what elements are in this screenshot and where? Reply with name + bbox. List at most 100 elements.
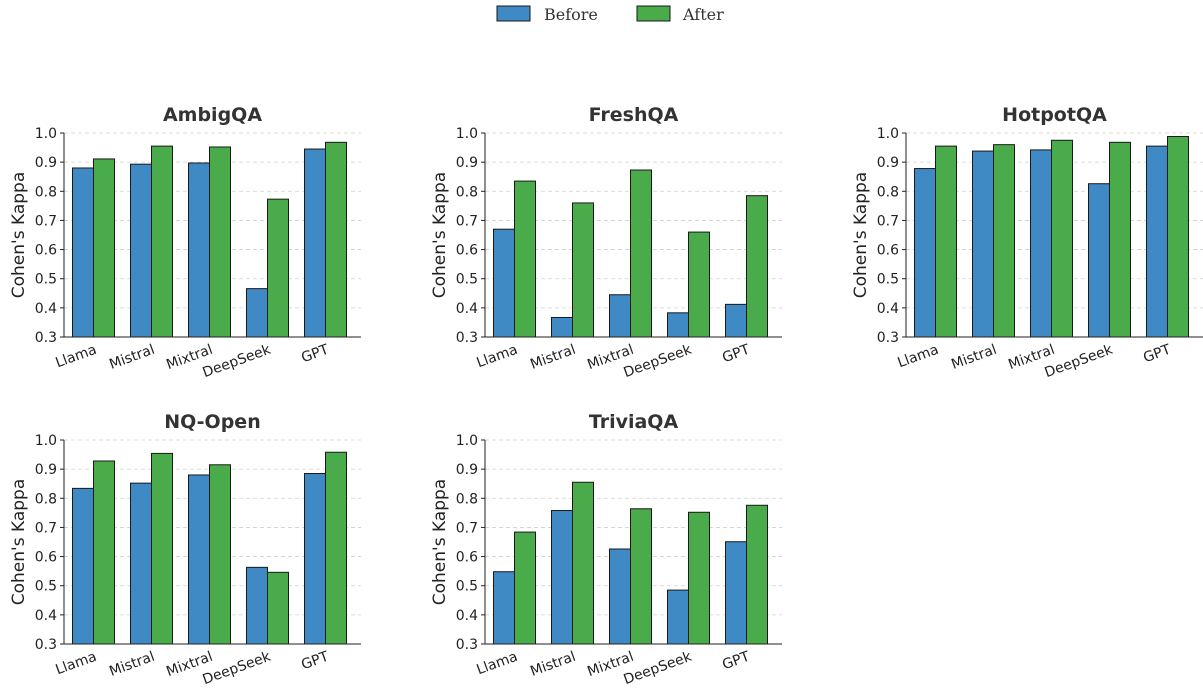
y-tick-label: 0.9 [35, 155, 57, 171]
x-tick-label: Llama [474, 649, 519, 679]
y-axis-label: Cohen's Kappa [9, 479, 29, 605]
y-tick-label: 0.3 [35, 330, 57, 346]
x-tick-label: GPT [299, 342, 331, 367]
y-tick-label: 0.3 [456, 330, 478, 346]
x-tick-label: GPT [1141, 342, 1173, 367]
bar-before-mistral [551, 316, 573, 338]
y-tick-label: 0.8 [456, 491, 478, 507]
bar-before-llama [72, 487, 94, 645]
bar-before-deepseek [667, 589, 689, 645]
bar-after-deepseek [1109, 141, 1131, 338]
y-tick-label: 0.4 [456, 608, 478, 624]
y-tick-label: 0.9 [877, 155, 899, 171]
y-tick-label: 0.4 [877, 301, 899, 317]
bar-before-mixtral [188, 474, 210, 645]
bar-after-llama [514, 531, 536, 645]
y-tick-label: 0.5 [877, 272, 899, 288]
bar-after-llama [514, 180, 536, 338]
y-tick-label: 0.7 [35, 213, 57, 229]
y-tick-label: 0.6 [35, 550, 57, 566]
x-tick-label: Mistral [528, 649, 578, 680]
bar-before-deepseek [246, 288, 268, 338]
bar-before-mixtral [609, 548, 631, 645]
legend-label-after: After [682, 5, 724, 24]
bar-after-gpt [325, 451, 347, 645]
bar-after-mistral [151, 145, 173, 338]
x-tick-label: GPT [720, 342, 752, 367]
bar-after-deepseek [688, 231, 710, 338]
bar-after-gpt [746, 195, 768, 338]
bar-before-llama [914, 168, 936, 338]
x-tick-label: Mistral [949, 342, 999, 373]
x-tick-label: Llama [895, 342, 940, 372]
x-tick-label: GPT [299, 649, 331, 674]
y-tick-label: 1.0 [877, 126, 899, 142]
y-tick-label: 0.4 [35, 608, 57, 624]
chart-title: FreshQA [589, 104, 679, 126]
x-tick-label: DeepSeek [201, 341, 274, 381]
y-tick-label: 0.9 [456, 155, 478, 171]
y-tick-label: 0.5 [456, 579, 478, 595]
y-tick-label: 0.8 [877, 184, 899, 200]
y-tick-label: 1.0 [35, 433, 57, 449]
legend-swatch-before [496, 5, 531, 22]
chart-title: HotpotQA [1002, 104, 1107, 126]
y-tick-label: 0.3 [456, 637, 478, 653]
chart-title: AmbigQA [163, 104, 262, 126]
bar-after-deepseek [688, 511, 710, 645]
bar-after-mixtral [630, 169, 652, 338]
y-tick-label: 0.7 [877, 213, 899, 229]
x-tick-label: Llama [474, 342, 519, 372]
y-tick-label: 1.0 [456, 126, 478, 142]
bar-after-deepseek [267, 571, 289, 645]
y-tick-label: 0.3 [877, 330, 899, 346]
bar-after-gpt [746, 504, 768, 645]
x-tick-label: Mistral [528, 342, 578, 373]
bar-after-mixtral [1051, 139, 1073, 338]
y-tick-label: 0.8 [456, 184, 478, 200]
bar-after-mixtral [209, 464, 231, 645]
y-tick-label: 0.9 [456, 462, 478, 478]
x-tick-label: GPT [720, 649, 752, 674]
bar-after-gpt [1167, 135, 1189, 338]
y-tick-label: 0.9 [35, 462, 57, 478]
y-tick-label: 0.8 [35, 184, 57, 200]
y-axis-label: Cohen's Kappa [430, 479, 450, 605]
bar-before-llama [72, 167, 94, 338]
y-tick-label: 0.6 [877, 243, 899, 259]
bar-before-mixtral [188, 162, 210, 338]
x-tick-label: DeepSeek [622, 648, 695, 688]
bar-after-llama [935, 145, 957, 338]
legend-label-before: Before [544, 5, 598, 24]
y-tick-label: 1.0 [456, 433, 478, 449]
y-tick-label: 0.7 [35, 520, 57, 536]
y-tick-label: 0.5 [35, 272, 57, 288]
bar-before-gpt [304, 148, 326, 338]
bar-before-mistral [551, 510, 573, 645]
bar-before-deepseek [246, 566, 268, 645]
x-tick-label: Mistral [107, 342, 157, 373]
bar-after-llama [93, 460, 115, 645]
bar-before-deepseek [1088, 183, 1110, 338]
bar-before-deepseek [667, 312, 689, 338]
bar-before-mixtral [609, 294, 631, 338]
x-tick-label: Mistral [107, 649, 157, 680]
y-tick-label: 0.3 [35, 637, 57, 653]
bar-after-mistral [993, 144, 1015, 338]
y-axis-label: Cohen's Kappa [851, 172, 871, 298]
bar-before-gpt [725, 303, 747, 338]
x-tick-label: Llama [53, 342, 98, 372]
y-tick-label: 0.7 [456, 213, 478, 229]
x-tick-label: DeepSeek [201, 648, 274, 688]
bar-before-llama [493, 228, 515, 338]
bar-after-mixtral [630, 508, 652, 645]
bar-after-mistral [572, 481, 594, 645]
y-tick-label: 0.8 [35, 491, 57, 507]
legend: Before After [496, 5, 724, 24]
x-tick-label: Llama [53, 649, 98, 679]
